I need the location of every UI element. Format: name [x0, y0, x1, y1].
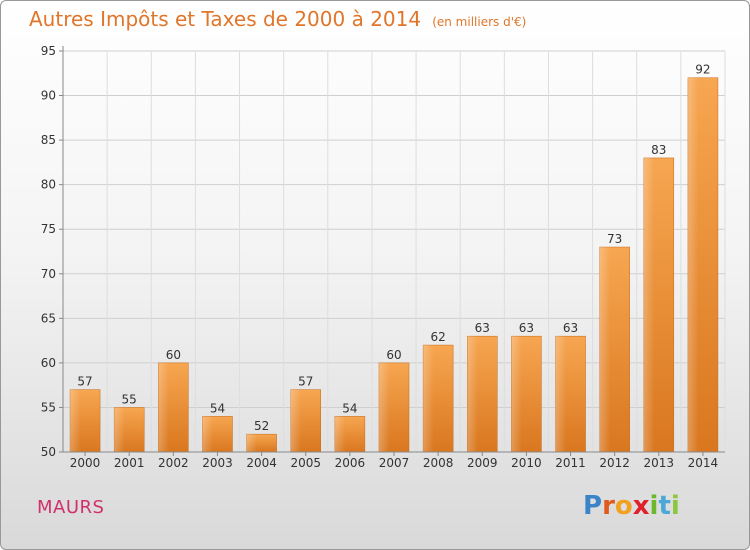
- bar-value-label: 63: [519, 321, 534, 335]
- y-tick-label: 85: [41, 133, 56, 147]
- y-tick-label: 55: [41, 400, 56, 414]
- bar-highlight: [643, 157, 655, 452]
- chart-title-unit: (en milliers d'€): [432, 15, 527, 29]
- bar-value-label: 63: [475, 321, 490, 335]
- bar-highlight: [599, 247, 611, 452]
- proxiti-logo: Proxiti: [583, 491, 680, 521]
- bar-value-label: 54: [342, 401, 357, 415]
- bar-value-label: 52: [254, 419, 269, 433]
- x-tick-label: 2001: [114, 456, 145, 470]
- x-tick-label: 2008: [423, 456, 454, 470]
- x-tick-label: 2000: [70, 456, 101, 470]
- bar-value-label: 63: [563, 321, 578, 335]
- bar-highlight: [511, 336, 522, 452]
- bar-highlight: [334, 416, 346, 452]
- y-tick-label: 75: [41, 222, 56, 236]
- y-tick-label: 90: [41, 89, 56, 103]
- bar-value-label: 55: [122, 392, 137, 406]
- x-tick-label: 2010: [511, 456, 542, 470]
- bar-value-label: 57: [298, 375, 313, 389]
- bar-value-label: 57: [77, 375, 92, 389]
- bar-value-label: 60: [166, 348, 181, 362]
- bar-value-label: 83: [651, 143, 666, 157]
- x-tick-label: 2013: [644, 456, 675, 470]
- y-tick-label: 50: [41, 445, 56, 459]
- bar-highlight: [246, 434, 258, 452]
- bar-highlight: [202, 416, 213, 452]
- x-tick-label: 2004: [246, 456, 277, 470]
- bar-highlight: [114, 407, 125, 452]
- chart-title-main: Autres Impôts et Taxes de 2000 à 2014: [29, 7, 422, 31]
- x-tick-label: 2014: [688, 456, 719, 470]
- bar-highlight: [555, 336, 567, 452]
- bar-value-label: 73: [607, 232, 622, 246]
- bar-value-label: 92: [695, 63, 710, 77]
- y-tick-label: 60: [41, 356, 56, 370]
- bar-highlight: [378, 362, 390, 452]
- x-tick-label: 2009: [467, 456, 498, 470]
- bar-highlight: [423, 345, 434, 452]
- bar-value-label: 54: [210, 401, 225, 415]
- x-tick-label: 2003: [202, 456, 233, 470]
- x-tick-label: 2012: [599, 456, 630, 470]
- bar-value-label: 60: [386, 348, 401, 362]
- x-tick-label: 2005: [290, 456, 321, 470]
- y-tick-label: 70: [41, 267, 56, 281]
- bar-highlight: [290, 389, 302, 452]
- x-tick-label: 2011: [555, 456, 586, 470]
- commune-name: MAURS: [37, 497, 105, 518]
- chart-title: Autres Impôts et Taxes de 2000 à 2014 (e…: [29, 7, 526, 31]
- y-tick-label: 65: [41, 311, 56, 325]
- bar-highlight: [687, 77, 699, 452]
- bar-highlight: [467, 336, 478, 452]
- y-tick-label: 80: [41, 178, 56, 192]
- x-tick-label: 2002: [158, 456, 189, 470]
- x-tick-label: 2006: [335, 456, 366, 470]
- bar-highlight: [70, 389, 81, 452]
- bar-value-label: 62: [430, 330, 445, 344]
- bar-highlight: [158, 362, 169, 452]
- y-tick-label: 95: [41, 44, 56, 58]
- x-tick-label: 2007: [379, 456, 410, 470]
